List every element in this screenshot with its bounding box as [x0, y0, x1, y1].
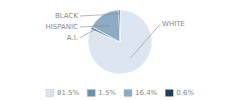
legend-item: 1.5%	[87, 89, 116, 97]
annotations: BLACK HISPANIC A.I.	[45, 12, 119, 42]
annotation: A.I.	[67, 34, 78, 42]
pie-slice	[119, 10, 120, 42]
legend-item: 0.6%	[165, 89, 194, 97]
legend-label: 0.6%	[176, 89, 194, 97]
legend-swatch	[165, 90, 173, 97]
legend-item: 81.5%	[46, 89, 80, 97]
pie	[88, 10, 152, 74]
legend-item: 16.4%	[124, 89, 158, 97]
annotation: HISPANIC	[45, 23, 78, 31]
annotation: BLACK	[55, 12, 78, 20]
chart: BLACK HISPANIC A.I. WHITE 81.5% 1.5% 16.4% 0.6%	[0, 0, 240, 100]
legend-swatch	[124, 90, 132, 97]
legend-swatch	[46, 90, 54, 97]
annotation: WHITE	[162, 20, 185, 28]
leader-line	[80, 26, 110, 27]
legend-label: 16.4%	[135, 89, 158, 97]
leader-line	[80, 14, 119, 16]
leader-line	[80, 30, 95, 38]
legend-swatch	[87, 90, 95, 97]
leader-line	[131, 24, 160, 58]
legend: 81.5% 1.5% 16.4% 0.6%	[46, 89, 194, 97]
pie-slice	[88, 10, 152, 74]
annotations: WHITE	[131, 20, 185, 58]
legend-label: 1.5%	[98, 89, 116, 97]
legend-label: 81.5%	[57, 89, 80, 97]
